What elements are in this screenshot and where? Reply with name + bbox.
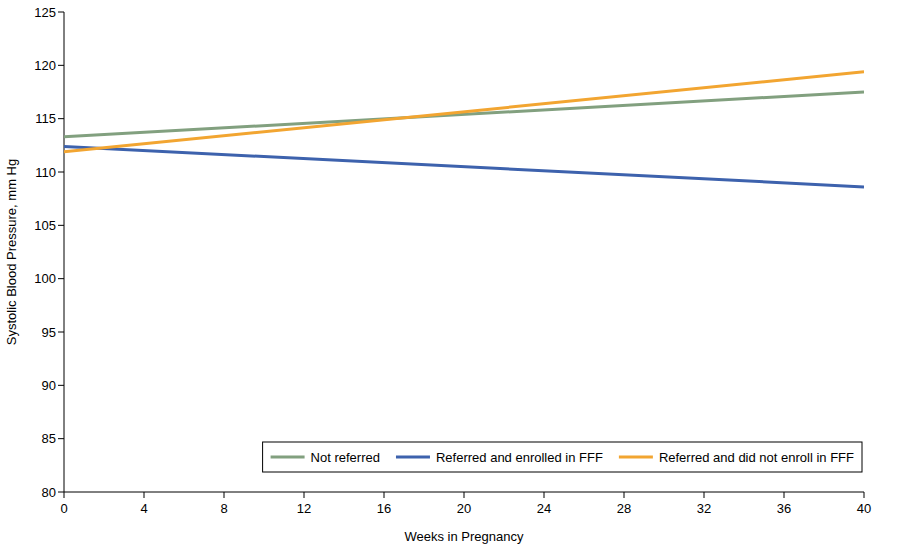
x-tick-label: 12 (297, 501, 311, 516)
y-tick (58, 438, 64, 439)
y-tick (58, 65, 64, 66)
series-line (64, 72, 864, 152)
y-tick-label: 110 (35, 165, 56, 180)
y-axis (64, 12, 65, 492)
x-tick (464, 492, 465, 498)
series-line (64, 146, 864, 187)
x-tick-label: 8 (220, 501, 227, 516)
x-tick-label: 40 (857, 501, 871, 516)
x-tick (624, 492, 625, 498)
y-tick-label: 85 (42, 431, 56, 446)
x-tick-label: 28 (617, 501, 631, 516)
y-axis-label: Systolic Blood Pressure, mm Hg (4, 159, 19, 345)
y-tick (58, 12, 64, 13)
y-tick (58, 118, 64, 119)
y-tick-label: 90 (42, 378, 56, 393)
x-tick (144, 492, 145, 498)
x-tick-label: 32 (697, 501, 711, 516)
legend-label: Not referred (311, 450, 380, 465)
x-tick-label: 16 (377, 501, 391, 516)
legend-label: Referred and did not enroll in FFF (659, 450, 854, 465)
x-tick (64, 492, 65, 498)
y-tick-label: 95 (42, 325, 56, 340)
y-tick (58, 225, 64, 226)
legend-swatch (271, 456, 305, 459)
legend-box (263, 442, 862, 472)
x-tick-label: 4 (140, 501, 147, 516)
plot-lines (64, 72, 864, 187)
y-tick-label: 125 (34, 5, 56, 20)
y-tick (58, 492, 64, 493)
x-tick (224, 492, 225, 498)
legend: Not referred Referred and enrolled in FFF… (263, 442, 862, 472)
x-axis-label: Weeks in Pregnancy (405, 529, 524, 544)
legend-swatch (396, 456, 430, 459)
x-tick-label: 36 (777, 501, 791, 516)
legend-swatch (619, 456, 653, 459)
chart: 80 85 90 95 100 105 110 115 120 125 0 4 8 12 16 20 24 28 3… (0, 0, 909, 548)
y-tick (58, 385, 64, 386)
x-tick (544, 492, 545, 498)
x-tick (384, 492, 385, 498)
x-tick (704, 492, 705, 498)
x-tick (304, 492, 305, 498)
y-tick-label: 100 (34, 271, 56, 286)
y-tick (58, 278, 64, 279)
y-tick (58, 172, 64, 173)
y-tick (58, 332, 64, 333)
x-tick-label: 24 (537, 501, 551, 516)
x-tick-label: 20 (457, 501, 471, 516)
y-tick-label: 105 (34, 218, 56, 233)
y-tick-label: 120 (34, 58, 56, 73)
x-tick (864, 492, 865, 498)
x-tick (784, 492, 785, 498)
y-tick-label: 115 (35, 111, 56, 126)
y-tick-label: 80 (42, 485, 56, 500)
x-tick-label: 0 (60, 501, 67, 516)
legend-label: Referred and enrolled in FFF (436, 450, 603, 465)
series-line (64, 92, 864, 137)
